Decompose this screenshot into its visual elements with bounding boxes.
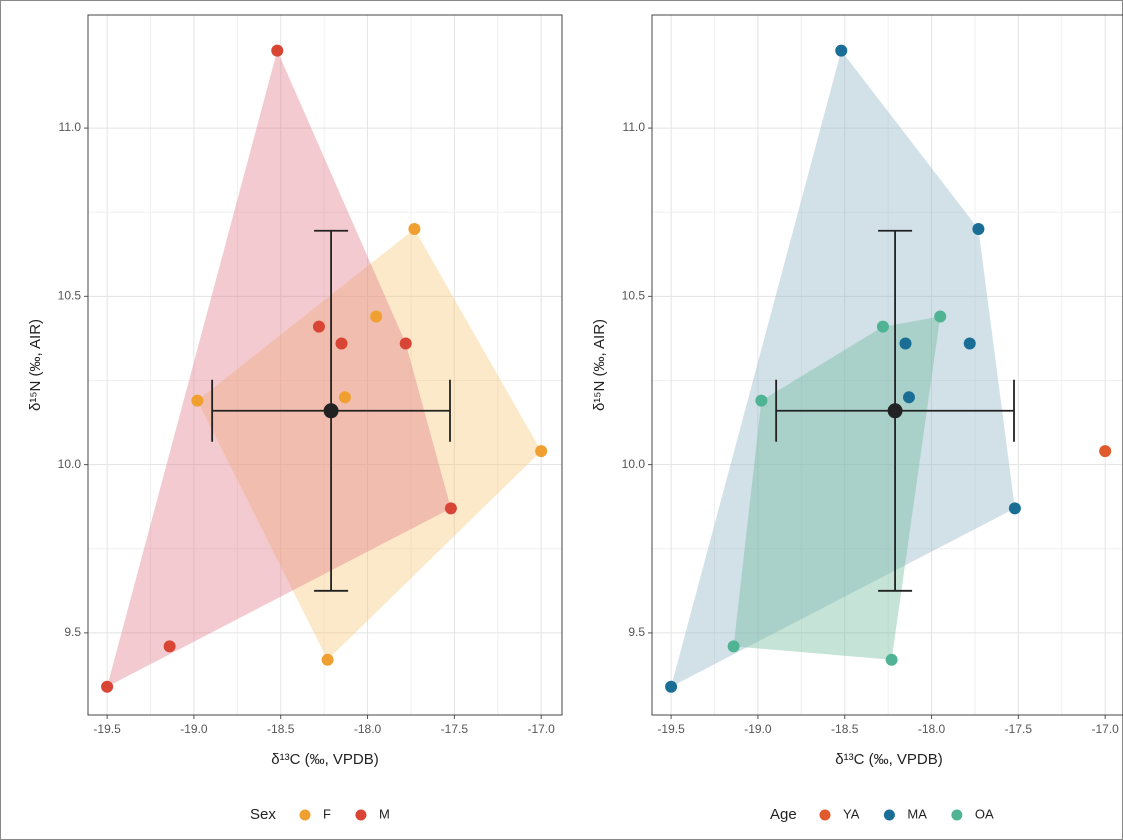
point xyxy=(101,680,114,693)
x-tick-label: -18.5 xyxy=(267,722,295,736)
legend-label: YA xyxy=(843,806,860,821)
legend-swatch xyxy=(355,809,367,821)
point xyxy=(665,680,678,693)
y-tick-label: 10.5 xyxy=(622,289,646,303)
hull xyxy=(733,316,941,660)
x-tick-label: -19.0 xyxy=(744,722,772,736)
y-tick-label: 10.5 xyxy=(58,289,82,303)
point xyxy=(885,653,898,666)
point xyxy=(271,44,284,57)
x-axis-title: δ¹³C (‰, VPDB) xyxy=(835,751,943,768)
point xyxy=(535,445,548,458)
mean-point xyxy=(323,403,339,419)
hull xyxy=(197,229,542,660)
hull xyxy=(107,50,451,687)
y-tick-label: 11.0 xyxy=(59,120,82,134)
point xyxy=(338,391,351,404)
y-axis-title: δ¹⁵N (‰, AIR) xyxy=(591,319,608,411)
legend-swatch xyxy=(299,809,311,821)
legend-label: OA xyxy=(975,806,994,821)
x-tick-label: -19.5 xyxy=(93,722,121,736)
x-tick-label: -18.0 xyxy=(354,722,382,736)
point xyxy=(972,223,985,236)
legend-swatch xyxy=(951,809,963,821)
plot-area xyxy=(652,15,1122,715)
legend-title: Sex xyxy=(250,806,276,823)
legend-swatch xyxy=(819,809,831,821)
plot-area xyxy=(88,15,562,715)
x-tick-label: -17.0 xyxy=(1091,722,1119,736)
point xyxy=(312,320,325,333)
y-tick-label: 11.0 xyxy=(623,120,646,134)
y-tick-label: 10.0 xyxy=(622,457,646,471)
point xyxy=(876,320,889,333)
point xyxy=(191,394,204,407)
panel-border xyxy=(651,14,1123,716)
x-tick-label: -19.0 xyxy=(180,722,208,736)
x-tick-label: -18.5 xyxy=(831,722,859,736)
point xyxy=(755,394,768,407)
hull xyxy=(671,50,1015,687)
panel-border xyxy=(87,14,563,716)
legend-title: Age xyxy=(770,806,797,823)
x-axis-title: δ¹³C (‰, VPDB) xyxy=(271,751,379,768)
point xyxy=(899,337,912,350)
legend-label: F xyxy=(323,806,331,821)
y-axis-title: δ¹⁵N (‰, AIR) xyxy=(27,319,44,411)
point xyxy=(408,223,421,236)
point xyxy=(835,44,848,57)
point xyxy=(321,653,334,666)
legend-swatch xyxy=(883,809,895,821)
legend-label: MA xyxy=(907,806,927,821)
x-tick-label: -17.0 xyxy=(527,722,555,736)
point xyxy=(902,391,915,404)
mean-point xyxy=(887,403,903,419)
y-tick-label: 9.5 xyxy=(64,625,81,639)
x-tick-label: -17.5 xyxy=(1005,722,1033,736)
x-tick-label: -19.5 xyxy=(657,722,685,736)
point xyxy=(399,337,412,350)
point xyxy=(444,502,457,515)
y-tick-label: 10.0 xyxy=(58,457,82,471)
point xyxy=(934,310,947,323)
legend-label: M xyxy=(379,806,390,821)
x-tick-label: -18.0 xyxy=(918,722,946,736)
point xyxy=(335,337,348,350)
point xyxy=(370,310,383,323)
point xyxy=(163,640,176,653)
y-tick-label: 9.5 xyxy=(628,625,645,639)
point xyxy=(1099,445,1112,458)
point xyxy=(1008,502,1021,515)
x-tick-label: -17.5 xyxy=(441,722,469,736)
point xyxy=(727,640,740,653)
point xyxy=(963,337,976,350)
